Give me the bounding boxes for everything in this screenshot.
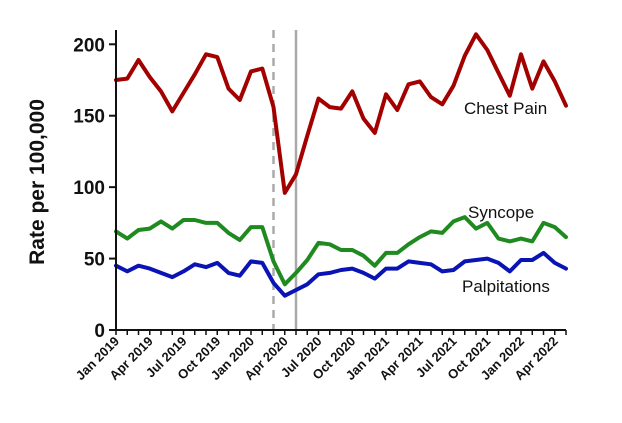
series-label-palpitations: Palpitations	[462, 277, 550, 296]
series-label-chest-pain: Chest Pain	[464, 99, 547, 118]
series-line-syncope	[114, 215, 568, 287]
series-labels: Chest Pain Syncope Palpitations	[462, 99, 550, 296]
y-tick-label: 0	[94, 321, 105, 342]
series-label-syncope: Syncope	[468, 203, 534, 222]
y-axis-title: Rate per 100,000	[26, 99, 49, 265]
series-line-palpitations	[114, 250, 568, 298]
y-tick-label: 200	[73, 35, 105, 56]
series-lines	[114, 32, 568, 298]
reference-lines	[272, 30, 298, 330]
y-tick-label: 50	[84, 250, 105, 271]
y-ticks: 0 50 100 150 200	[73, 35, 116, 342]
y-tick-label: 100	[73, 178, 105, 199]
y-tick-label: 150	[73, 107, 105, 128]
series-line-chest-pain	[114, 32, 568, 195]
